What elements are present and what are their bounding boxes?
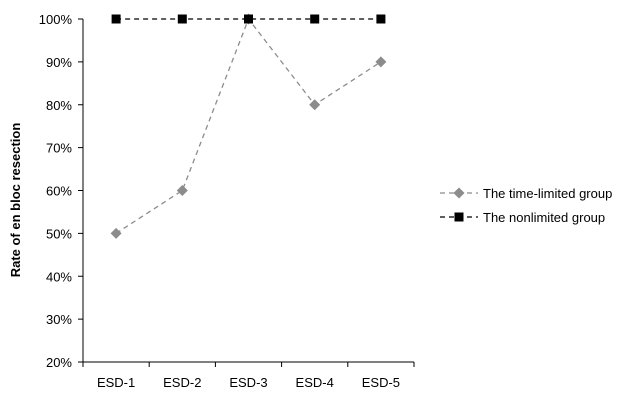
data-point bbox=[310, 14, 320, 24]
data-point bbox=[376, 14, 386, 24]
y-tick-label: 90% bbox=[46, 55, 72, 70]
data-point bbox=[309, 99, 321, 111]
legend-marker bbox=[453, 187, 465, 199]
y-tick-label: 70% bbox=[46, 141, 72, 156]
y-tick-label: 80% bbox=[46, 98, 72, 113]
y-tick-label: 100% bbox=[39, 12, 73, 27]
y-tick-label: 40% bbox=[46, 269, 72, 284]
legend-label: The time-limited group bbox=[483, 186, 612, 201]
series-time-limited bbox=[110, 13, 387, 239]
legend-marker bbox=[454, 212, 464, 222]
y-tick-label: 50% bbox=[46, 226, 72, 241]
data-point bbox=[176, 185, 188, 196]
y-tick-label: 60% bbox=[46, 184, 72, 199]
x-tick-label: ESD-1 bbox=[97, 375, 135, 390]
y-axis-title: Rate of en bloc resection bbox=[8, 123, 23, 278]
x-tick-label: ESD-5 bbox=[362, 375, 400, 390]
data-point bbox=[375, 56, 387, 68]
series-nonlimited bbox=[111, 14, 386, 24]
x-axis-ticks: ESD-1 ESD-2 ESD-3 ESD-4 ESD-5 bbox=[82, 362, 415, 390]
data-point bbox=[244, 14, 253, 24]
x-tick-label: ESD-2 bbox=[163, 375, 201, 390]
plot-area: 20%30%40%50%60%70%80%90%100% ESD-1 ESD-2 E… bbox=[39, 12, 415, 390]
legend-item: The nonlimited group bbox=[440, 210, 605, 225]
legend-item: The time-limited group bbox=[440, 186, 612, 201]
series-line bbox=[115, 17, 382, 234]
x-tick-label: ESD-4 bbox=[296, 375, 334, 390]
legend-label: The nonlimited group bbox=[483, 210, 605, 225]
legend: The time-limited group The nonlimited gro… bbox=[440, 186, 612, 225]
y-tick-label: 30% bbox=[46, 312, 72, 327]
y-tick-label: 20% bbox=[46, 355, 72, 370]
series-layer bbox=[110, 13, 387, 239]
x-tick-label: ESD-3 bbox=[229, 375, 267, 390]
y-axis-ticks: 20% 30% 40% 50% 60% 70% 80% 90% 100% bbox=[39, 12, 83, 370]
data-point bbox=[177, 14, 187, 24]
data-point bbox=[110, 227, 122, 239]
data-point bbox=[111, 14, 121, 24]
